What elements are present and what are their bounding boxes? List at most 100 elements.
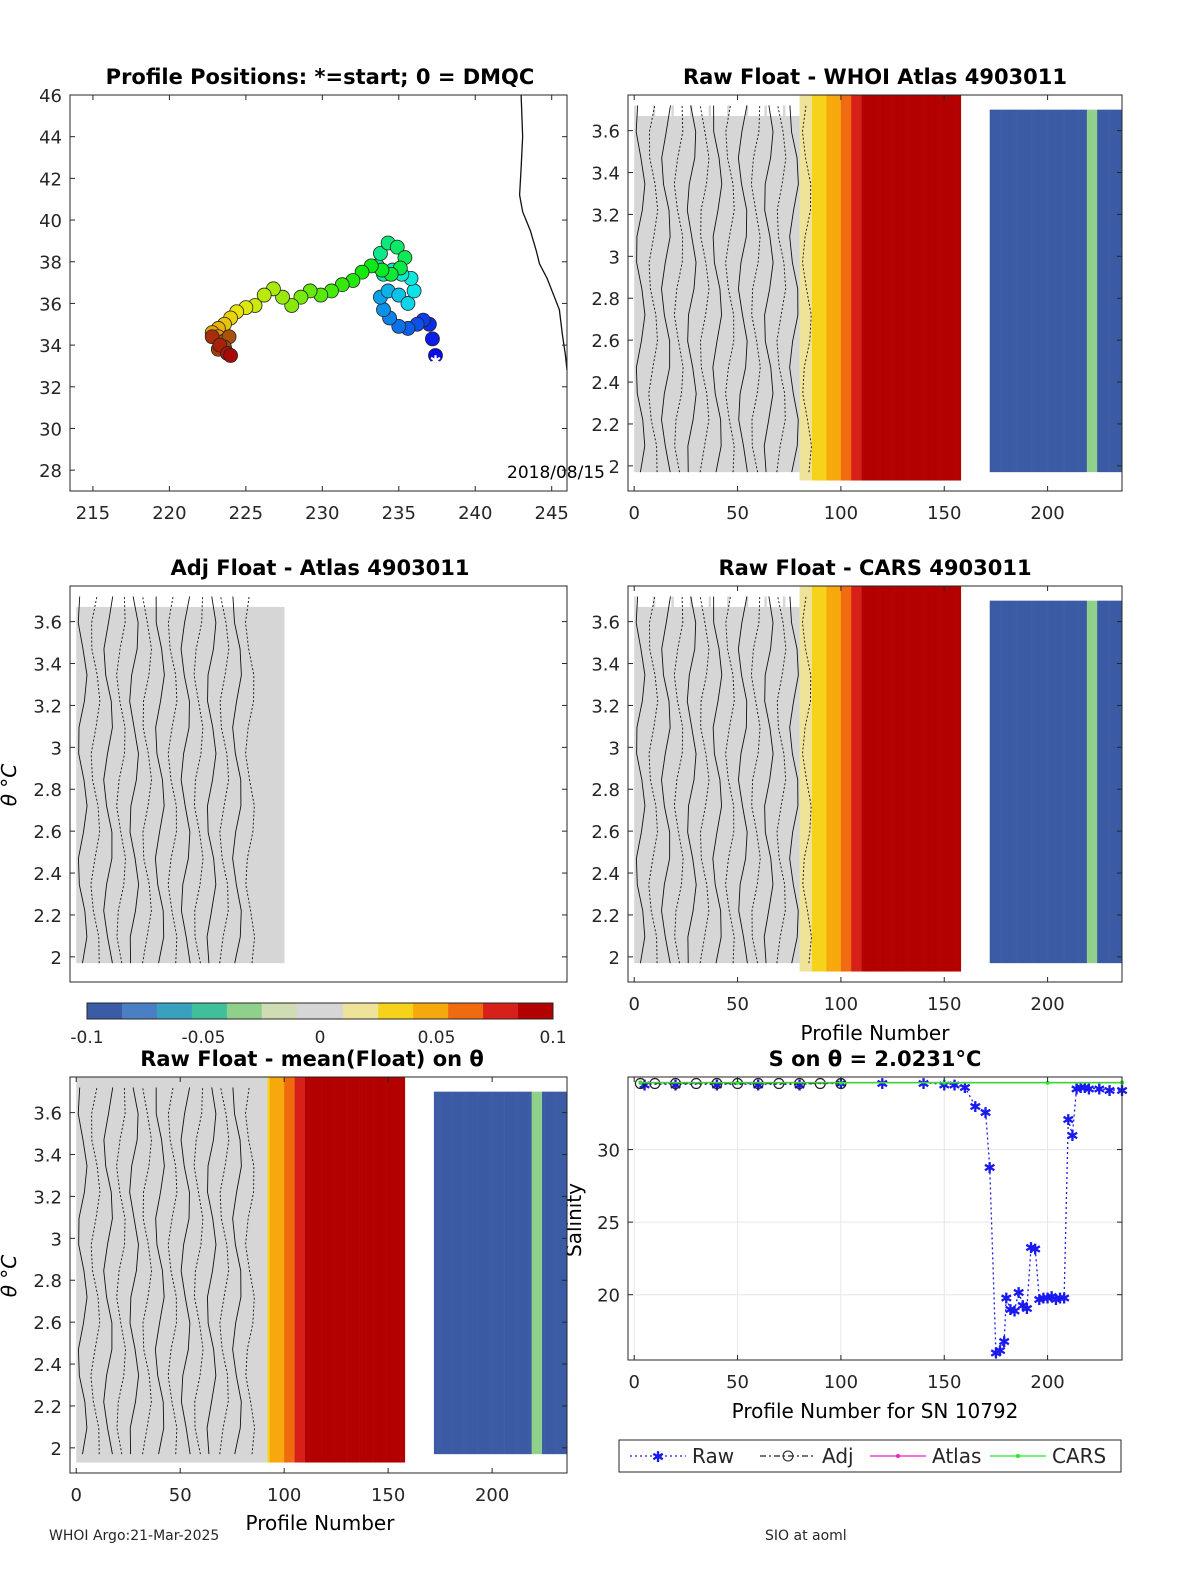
atlas-heatmap-contour xyxy=(699,105,710,473)
cars-heatmap-cell xyxy=(878,586,881,972)
mean-heatmap-cell xyxy=(381,1077,385,1463)
salinity-raw-point: ✱ xyxy=(752,1076,765,1094)
mean-heatmap-cell xyxy=(76,1077,79,1463)
adj-heatmap-ytick-label-8: 3.6 xyxy=(33,613,62,634)
mean-heatmap-cell xyxy=(255,1077,258,1463)
atlas-heatmap-cell xyxy=(853,95,856,481)
mean-heatmap-cell xyxy=(537,1091,541,1455)
atlas-heatmap-xtick-label-0: 0 xyxy=(628,503,639,524)
mean-heatmap-cell xyxy=(342,1077,345,1463)
cars-heatmap-cell xyxy=(685,606,689,964)
cars-heatmap-contour xyxy=(661,596,671,964)
cars-heatmap-cell xyxy=(1097,600,1100,964)
atlas-heatmap-cell xyxy=(803,95,807,481)
mean-heatmap-cell xyxy=(446,1091,449,1455)
cars-heatmap-cell xyxy=(1111,600,1115,964)
colorbar-segment xyxy=(250,1003,263,1019)
mean-heatmap-cell xyxy=(196,1077,200,1463)
adj-heatmap-cell xyxy=(82,606,85,964)
mean-heatmap-cell xyxy=(332,1077,335,1463)
atlas-heatmap-cell xyxy=(1053,109,1057,473)
atlas-heatmap-cell xyxy=(1103,109,1106,473)
mean-heatmap-contour xyxy=(90,1087,101,1455)
cars-heatmap-contour xyxy=(802,596,812,964)
atlas-heatmap-cell xyxy=(923,95,926,481)
mean-heatmap-cell xyxy=(244,1077,248,1463)
mean-heatmap-contour xyxy=(245,1087,256,1455)
cars-heatmap-cell xyxy=(865,586,869,972)
salinity-raw-point: ✱ xyxy=(983,1159,996,1177)
mean-heatmap-cell xyxy=(438,1091,441,1455)
cars-heatmap-cell xyxy=(1070,600,1073,964)
mean-heatmap-cell xyxy=(471,1091,474,1455)
atlas-heatmap-cell xyxy=(904,95,908,481)
atlas-heatmap-cell xyxy=(679,115,683,473)
cars-heatmap-cell xyxy=(1119,600,1123,964)
adj-heatmap-cell xyxy=(255,606,258,964)
salinity-legend-marker-2 xyxy=(896,1454,900,1458)
salinity-cars-point xyxy=(638,1080,643,1085)
adj-heatmap-cell xyxy=(126,606,129,964)
cars-heatmap-cell xyxy=(849,586,852,972)
mean-heatmap-cell xyxy=(240,1077,243,1463)
map-ytick-label-5: 38 xyxy=(39,253,62,274)
atlas-heatmap-cell xyxy=(1033,109,1036,473)
atlas-heatmap-cell xyxy=(1074,109,1077,473)
mean-heatmap-cell xyxy=(198,1077,202,1463)
mean-heatmap-cell xyxy=(556,1091,559,1455)
mean-heatmap-cell xyxy=(375,1077,379,1463)
atlas-heatmap-ytick-label-1: 2.2 xyxy=(591,415,620,436)
mean-heatmap-cell xyxy=(352,1077,356,1463)
atlas-heatmap-cell xyxy=(752,115,755,473)
mean-heatmap-contour xyxy=(232,1087,242,1455)
adj-heatmap-cell xyxy=(252,606,256,964)
mean-heatmap-cell xyxy=(252,1077,256,1463)
mean-heatmap-cell xyxy=(317,1077,320,1463)
adj-heatmap-cell xyxy=(184,606,187,964)
salinity-legend-label-1: Adj xyxy=(822,1444,854,1468)
atlas-heatmap-cell xyxy=(898,95,902,481)
mean-heatmap-cell xyxy=(363,1077,366,1463)
atlas-heatmap-cell xyxy=(814,95,817,481)
atlas-heatmap-cell xyxy=(907,95,910,481)
cars-heatmap-ytick-label-1: 2.2 xyxy=(591,906,620,927)
cars-heatmap-cell xyxy=(646,606,649,964)
cars-heatmap-cell xyxy=(1022,600,1026,964)
mean-heatmap-cell xyxy=(140,1077,144,1463)
mean-heatmap-cell xyxy=(248,1077,252,1463)
atlas-heatmap-cell xyxy=(671,105,674,473)
cars-heatmap-cell xyxy=(1076,600,1079,964)
salinity-legend-marker-3 xyxy=(1016,1454,1020,1458)
adj-heatmap-cell xyxy=(228,606,231,964)
cars-heatmap-cell xyxy=(710,606,714,964)
atlas-heatmap-cell xyxy=(948,95,951,481)
mean-heatmap-cell xyxy=(117,1077,121,1463)
atlas-heatmap-cell xyxy=(743,115,747,473)
cars-heatmap-cell xyxy=(1053,600,1057,964)
atlas-heatmap-cell xyxy=(793,115,796,473)
adj-heatmap-cell xyxy=(171,606,175,964)
adj-heatmap-cell xyxy=(92,606,96,964)
atlas-heatmap-cell xyxy=(667,115,670,473)
adj-heatmap-cell xyxy=(86,606,90,964)
mean-heatmap-cell xyxy=(296,1077,300,1463)
adj-heatmap-cell xyxy=(138,606,142,964)
atlas-heatmap-cell xyxy=(919,95,922,481)
whoi-atlas-title: Raw Float - WHOI Atlas 4903011 xyxy=(683,65,1067,89)
cars-heatmap-cell xyxy=(1055,600,1059,964)
atlas-heatmap-cell xyxy=(1119,109,1123,473)
atlas-heatmap-cell xyxy=(805,95,809,481)
atlas-heatmap-cell xyxy=(656,115,660,473)
cars-heatmap-cell xyxy=(834,586,838,972)
mean-heatmap-cell xyxy=(469,1091,472,1455)
cars-heatmap-cell xyxy=(882,586,885,972)
footer-right: SIO at aoml xyxy=(765,1528,847,1544)
atlas-heatmap-cell xyxy=(840,95,844,481)
colorbar-tick-label-0: -0.1 xyxy=(70,1028,103,1048)
atlas-heatmap-ytick-label-0: 2 xyxy=(609,457,620,478)
cars-heatmap-cell xyxy=(696,606,699,964)
salinity-series-raw xyxy=(644,1082,1122,1354)
cars-heatmap-cell xyxy=(811,586,815,972)
atlas-heatmap-cell xyxy=(772,115,776,473)
atlas-heatmap-cell xyxy=(636,115,639,473)
